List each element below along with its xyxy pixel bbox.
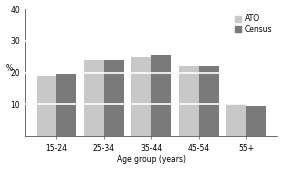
Bar	[57, 74, 76, 136]
Bar	[226, 104, 246, 136]
Legend: ATO, Census: ATO, Census	[234, 13, 274, 35]
Bar	[179, 66, 199, 136]
Bar	[246, 106, 266, 136]
Bar	[104, 60, 124, 136]
Bar	[131, 57, 151, 136]
Bar	[84, 60, 104, 136]
Bar	[199, 66, 218, 136]
Y-axis label: %: %	[6, 64, 13, 73]
Bar	[151, 55, 171, 136]
X-axis label: Age group (years): Age group (years)	[117, 155, 186, 164]
Bar	[37, 76, 57, 136]
